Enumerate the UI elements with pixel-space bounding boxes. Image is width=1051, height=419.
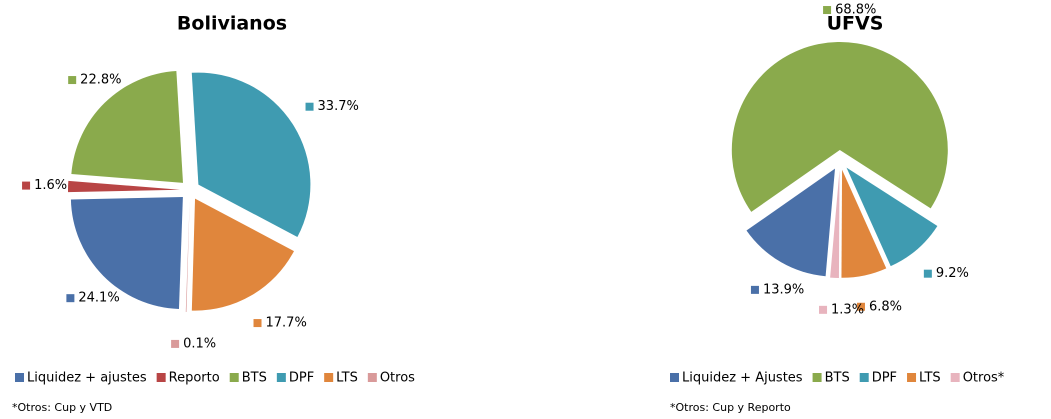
legend-label: Liquidez + Ajustes: [682, 371, 803, 386]
legend-swatch: [950, 373, 960, 382]
footnote: *Otros: Cup y VTD: [12, 401, 112, 414]
legend-swatch: [812, 373, 822, 382]
pie-slice: [841, 169, 887, 278]
label-marker: [819, 305, 828, 314]
data-label: 68.8%: [835, 3, 876, 18]
label-marker: [253, 319, 262, 328]
pie-slice: [191, 198, 294, 311]
data-label: 6.8%: [869, 299, 902, 314]
legend-swatch: [670, 373, 679, 382]
legend-label: Otros: [380, 371, 415, 386]
label-marker: [22, 181, 31, 190]
data-label: 13.9%: [763, 282, 804, 297]
legend-label: Otros*: [963, 371, 1005, 386]
label-marker: [923, 269, 932, 278]
pie-slice: [731, 42, 948, 212]
chart-title: UFVS: [827, 13, 884, 35]
data-label: 9.2%: [936, 266, 969, 281]
legend-label: BTS: [825, 371, 850, 386]
legend-swatch: [324, 373, 334, 382]
legend-label: Reporto: [169, 371, 220, 386]
footnote: *Otros: Cup y Reporto: [670, 401, 791, 414]
legend-label: Liquidez + ajustes: [27, 371, 147, 386]
legend-swatch: [859, 373, 869, 382]
data-label: 22.8%: [80, 73, 121, 88]
pie-slice: [71, 71, 183, 183]
pie-slice: [746, 168, 835, 277]
legend-swatch: [15, 373, 24, 382]
legend-label: LTS: [919, 371, 941, 386]
legend-label: DPF: [289, 371, 314, 386]
data-label: 0.1%: [183, 336, 216, 351]
label-marker: [305, 102, 314, 111]
legend-swatch: [156, 373, 166, 382]
pie-slice: [185, 199, 190, 312]
data-label: 33.7%: [318, 99, 359, 114]
pie-slice: [830, 169, 840, 278]
label-marker: [856, 302, 865, 311]
pie-slice: [70, 197, 183, 309]
legend-label: LTS: [336, 371, 358, 386]
pie-slice: [68, 180, 181, 193]
label-marker: [171, 339, 180, 348]
label-marker: [66, 294, 75, 303]
data-label: 1.6%: [34, 178, 67, 193]
legend-swatch: [276, 373, 286, 382]
legend-swatch: [907, 373, 917, 382]
legend-label: BTS: [242, 371, 267, 386]
data-label: 17.7%: [266, 316, 307, 331]
label-marker: [750, 285, 759, 294]
pie-slice: [191, 72, 311, 238]
pie-slice: [846, 167, 938, 267]
data-label: 24.1%: [78, 291, 119, 306]
data-label: 1.3%: [831, 302, 864, 317]
legend-swatch: [367, 373, 377, 382]
label-marker: [68, 76, 77, 85]
label-marker: [823, 6, 832, 15]
legend-label: DPF: [872, 371, 897, 386]
legend-swatch: [229, 373, 239, 382]
chart-title: Bolivianos: [177, 13, 287, 35]
